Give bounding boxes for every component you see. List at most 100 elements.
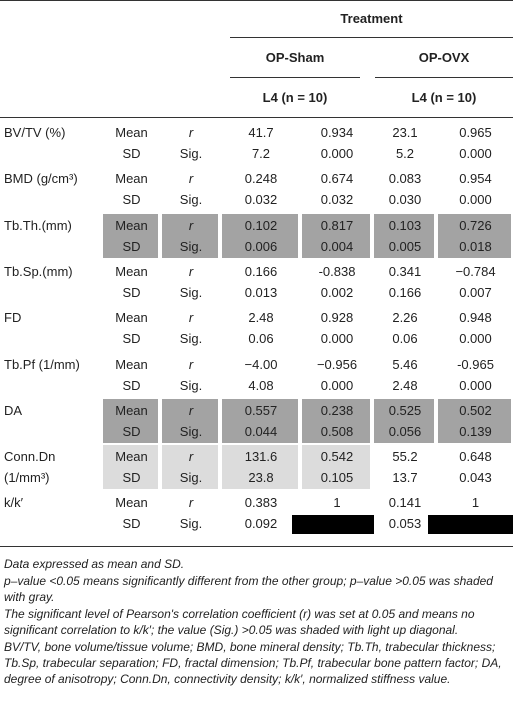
cell: 0.508 — [320, 423, 354, 439]
cell: Sig. — [179, 377, 203, 393]
sub-head: L4 (n = 10) — [262, 90, 328, 105]
cell: 0.032 — [244, 192, 278, 208]
cell: 0.06 — [248, 331, 274, 347]
cell: SD — [122, 377, 141, 393]
cell: 0.139 — [459, 423, 492, 439]
cell: 0.674 — [320, 171, 354, 187]
group-title: Treatment — [340, 11, 403, 26]
cell: r — [188, 402, 194, 418]
group-head: OP-Sham — [265, 50, 325, 65]
sub-head: L4 (n = 10) — [411, 90, 477, 105]
cell: 0.817 — [320, 217, 354, 233]
cell: 0.000 — [459, 377, 492, 393]
cell: 0.948 — [459, 310, 492, 326]
blocked-cell — [292, 515, 374, 535]
cell: SD — [122, 192, 141, 208]
cell: r — [188, 263, 194, 279]
cell: 1 — [471, 495, 480, 511]
cell: SD — [122, 331, 141, 347]
cell: 0.166 — [244, 263, 278, 279]
cell: r — [188, 217, 194, 233]
cell: 23.8 — [248, 470, 274, 486]
cell: 0.934 — [320, 125, 354, 140]
cell: 0.105 — [320, 470, 354, 486]
rule — [375, 77, 513, 78]
cell: 0.053 — [388, 516, 422, 532]
cell: 0.648 — [459, 449, 492, 465]
cell: 0.141 — [388, 495, 422, 511]
cell: 2.26 — [392, 310, 418, 326]
cell: 41.7 — [248, 125, 274, 140]
rule — [230, 37, 513, 38]
cell: SD — [122, 238, 141, 254]
cell: 5.46 — [392, 356, 418, 372]
cell: 0.044 — [244, 423, 278, 439]
shade-cell — [222, 398, 298, 443]
cell: SD — [122, 146, 141, 161]
cell: Sig. — [179, 470, 203, 486]
row-label: DA — [4, 402, 23, 418]
shade-cell — [302, 213, 370, 258]
cell: SD — [122, 470, 141, 486]
cell: 1 — [333, 495, 341, 511]
cell: 0.726 — [459, 217, 492, 233]
cell: 0.030 — [388, 192, 422, 208]
cell: Mean — [115, 449, 148, 465]
cell: 0.238 — [320, 402, 354, 418]
rule — [230, 77, 360, 78]
cell: Sig. — [179, 516, 203, 532]
bottom-rule — [0, 546, 513, 547]
cell: Mean — [115, 402, 148, 418]
shade-cell — [302, 445, 370, 490]
rule — [0, 117, 513, 118]
shade-cell — [302, 398, 370, 443]
cell: 0.502 — [459, 402, 492, 418]
cell: 0.043 — [459, 470, 492, 486]
shade-cell — [374, 213, 434, 258]
row-label: Tb.Sp.(mm) — [4, 263, 73, 279]
cell: Sig. — [179, 423, 203, 439]
cell: Mean — [115, 217, 148, 233]
row-label: BV/TV (%) — [4, 125, 66, 140]
row-label: k/k′ — [4, 495, 24, 511]
cell: 0.557 — [244, 402, 278, 418]
cell: r — [188, 356, 194, 372]
cell: Sig. — [179, 284, 203, 300]
cell: 0.000 — [459, 146, 492, 161]
cell: 0.000 — [459, 192, 492, 208]
cell: 5.2 — [395, 146, 415, 161]
footnotes: Data expressed as mean and SD. p–value <… — [4, 556, 509, 688]
cell: 7.2 — [251, 146, 271, 161]
cell: 0.000 — [459, 331, 492, 347]
cell: 0.007 — [459, 284, 492, 300]
row-label: Tb.Th.(mm) — [4, 217, 72, 233]
cell: 0.013 — [244, 284, 278, 300]
cell: 0.06 — [392, 331, 418, 347]
shade-cell — [438, 213, 511, 258]
cell: Mean — [115, 356, 148, 372]
shade-cell — [162, 398, 218, 443]
cell: 13.7 — [392, 470, 418, 486]
shade-cell — [103, 398, 158, 443]
blocked-cell — [428, 515, 513, 535]
cell: 0.000 — [320, 377, 354, 393]
shade-cell — [103, 213, 158, 258]
cell: 0.092 — [244, 516, 278, 532]
cell: r — [188, 125, 194, 140]
cell: 0.056 — [388, 423, 422, 439]
cell: r — [188, 495, 194, 511]
cell: SD — [122, 516, 141, 532]
cell: SD — [122, 284, 141, 300]
row-label: Conn.Dn (1/mm³) — [4, 449, 56, 486]
group-head: OP-OVX — [418, 50, 470, 65]
cell: 0.002 — [320, 284, 354, 300]
shade-cell — [162, 445, 218, 490]
cell: 0.005 — [388, 238, 422, 254]
cell: 0.954 — [459, 171, 492, 187]
footnote: The significant level of Pearson's corre… — [4, 607, 475, 637]
cell: 0.383 — [244, 495, 278, 511]
cell: Sig. — [179, 238, 203, 254]
cell: r — [188, 310, 194, 326]
cell: Sig. — [179, 146, 203, 161]
